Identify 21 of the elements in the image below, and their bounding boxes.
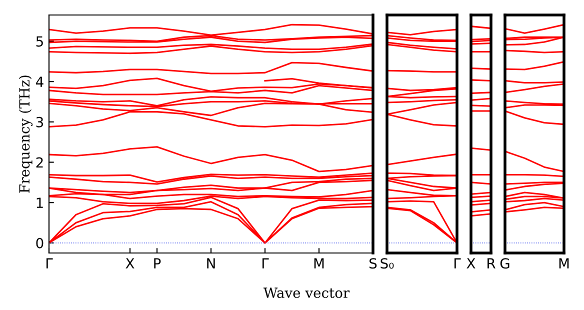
x-tick-label: M [559, 258, 569, 268]
x-tick-label: M [314, 258, 324, 268]
x-tick-label: S [370, 258, 377, 269]
y-tick-label: 5 [36, 36, 43, 47]
x-tick-label: G [500, 258, 510, 269]
x-tick-label: S₀ [380, 258, 394, 269]
x-tick-label: Γ [454, 258, 461, 268]
y-axis-title: Frequency (THz) [18, 76, 33, 193]
x-tick-label: R [488, 258, 496, 268]
x-tick-label: N [207, 258, 215, 268]
x-tick-label: X [466, 258, 476, 268]
x-tick-label: X [126, 258, 134, 268]
y-tick-label: 1 [36, 198, 43, 208]
y-tick-label: 0 [36, 238, 44, 248]
x-tick-label: Γ [262, 258, 269, 268]
y-tick-label: 4 [36, 76, 44, 87]
x-axis-title: Wave vector [263, 288, 350, 298]
y-tick-label: 3 [36, 116, 44, 128]
x-tick-label: Γ [46, 258, 53, 268]
y-tick-label: 2 [36, 157, 43, 168]
x-tick-label: P [154, 258, 161, 268]
